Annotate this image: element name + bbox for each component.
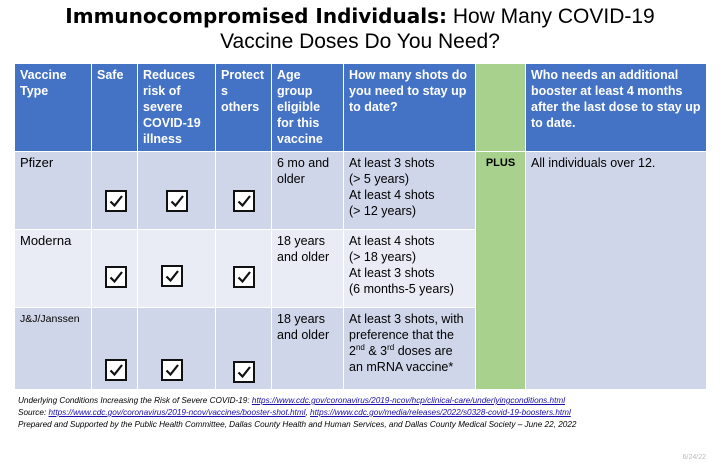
reduces-cell — [137, 151, 216, 230]
date-stamp: 6/24/22 — [682, 454, 706, 461]
page-title: Immunocompromised Individuals: How Many … — [0, 4, 720, 54]
header-age-group: Age group eligible for this vaccine — [271, 63, 344, 152]
footer-notes: Underlying Conditions Increasing the Ris… — [18, 395, 576, 431]
table-row-moderna: Moderna 18 years and older At least 4 sho… — [14, 229, 707, 308]
header-vaccine-type: Vaccine Type — [14, 63, 92, 152]
vaccine-name: Moderna — [14, 229, 92, 308]
header-plus-column — [475, 63, 526, 152]
table-row-pfizer: Pfizer 6 mo and older At least 3 shots (>… — [14, 151, 707, 390]
shots-cell: At least 3 shots (> 5 years) At least 4 … — [343, 151, 476, 230]
safe-cell — [91, 229, 138, 308]
title-emphasis: Immunocompromised Individuals: — [65, 4, 447, 28]
header-protects-others: Protect s others — [215, 63, 272, 152]
protects-cell — [215, 229, 272, 308]
checkbox-icon — [233, 361, 255, 383]
header-shots: How many shots do you need to stay up to… — [343, 63, 476, 152]
vaccine-table: Vaccine Type Safe Reduces risk of severe… — [14, 63, 707, 390]
header-reduces-risk: Reduces risk of severe COVID-19 illness — [137, 63, 216, 152]
header-booster: Who needs an additional booster at least… — [525, 63, 707, 152]
reduces-cell — [137, 229, 216, 308]
header-safe: Safe — [91, 63, 138, 152]
booster-cell: All individuals over 12. — [525, 151, 707, 390]
header-row: Vaccine Type Safe Reduces risk of severe… — [14, 63, 707, 152]
checkbox-icon — [233, 190, 255, 212]
checkbox-icon — [105, 266, 127, 288]
title-line-1: Immunocompromised Individuals: How Many … — [0, 4, 720, 29]
age-cell: 18 years and older — [271, 307, 344, 390]
vaccine-name: Pfizer — [14, 151, 92, 230]
media-release-link[interactable]: https://www.cdc.gov/media/releases/2022/… — [310, 408, 571, 417]
footer-line-prepared: Prepared and Supported by the Public Hea… — [18, 420, 577, 429]
protects-cell — [215, 151, 272, 230]
title-line-2: Vaccine Doses Do You Need? — [220, 30, 500, 53]
checkbox-icon — [161, 359, 183, 381]
checkbox-icon — [166, 190, 188, 212]
protects-cell — [215, 307, 272, 390]
footer-line-conditions: Underlying Conditions Increasing the Ris… — [18, 396, 566, 405]
conditions-link[interactable]: https://www.cdc.gov/coronavirus/2019-nco… — [251, 396, 566, 405]
checkbox-icon — [105, 190, 127, 212]
age-cell: 18 years and older — [271, 229, 344, 308]
shots-cell: At least 3 shots, with preference that t… — [343, 307, 476, 390]
title-rest: How Many COVID-19 — [446, 5, 655, 28]
footer-line-source: Source: https://www.cdc.gov/coronavirus/… — [18, 408, 571, 417]
plus-cell: PLUS — [475, 151, 526, 390]
checkbox-icon — [161, 265, 183, 287]
reduces-cell — [137, 307, 216, 390]
shots-cell: At least 4 shots (> 18 years) At least 3… — [343, 229, 476, 308]
safe-cell — [91, 307, 138, 390]
safe-cell — [91, 151, 138, 230]
checkbox-icon — [233, 266, 255, 288]
checkbox-icon — [105, 359, 127, 381]
booster-source-link[interactable]: https://www.cdc.gov/coronavirus/2019-nco… — [48, 408, 306, 417]
age-cell: 6 mo and older — [271, 151, 344, 230]
table-row-janssen: J&J/Janssen 18 years and older At least 3… — [14, 307, 707, 390]
vaccine-name: J&J/Janssen — [14, 307, 92, 390]
